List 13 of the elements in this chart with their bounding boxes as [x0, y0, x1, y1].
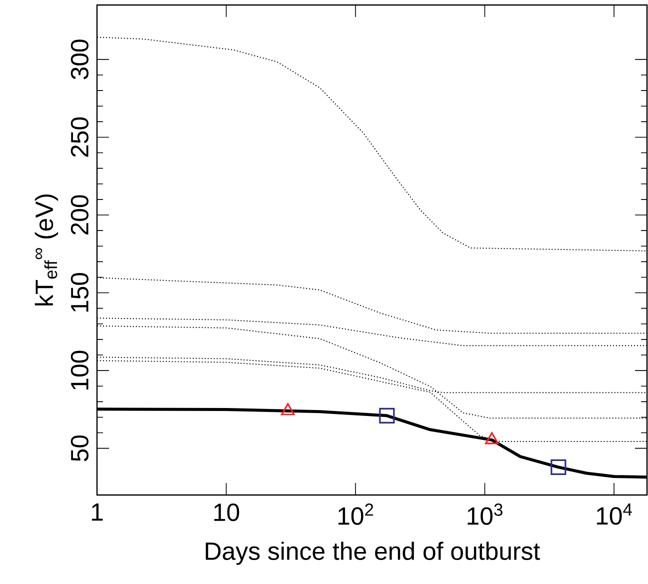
y-tick-label: 150: [70, 272, 89, 312]
y-tick-label: 250: [70, 117, 89, 157]
y-tick-label: 300: [70, 40, 89, 80]
y-tick-label: 50: [70, 435, 89, 462]
x-tick-label: 10$^{3}$: [468, 504, 502, 525]
y-tick-label: 200: [70, 195, 89, 235]
x-tick-label: 10: [214, 504, 240, 522]
x-axis-title: Days since the end of outburst: [206, 542, 540, 565]
x-tick-label: 10$^{4}$: [596, 503, 632, 525]
x-tick-label: 1: [92, 503, 103, 521]
y-axis-title: kT$_{eff}$$^{∞}$ (eV): [34, 194, 58, 306]
y-tick-label: 100: [70, 350, 89, 390]
x-tick-label: 10$^{2}$: [338, 504, 374, 525]
